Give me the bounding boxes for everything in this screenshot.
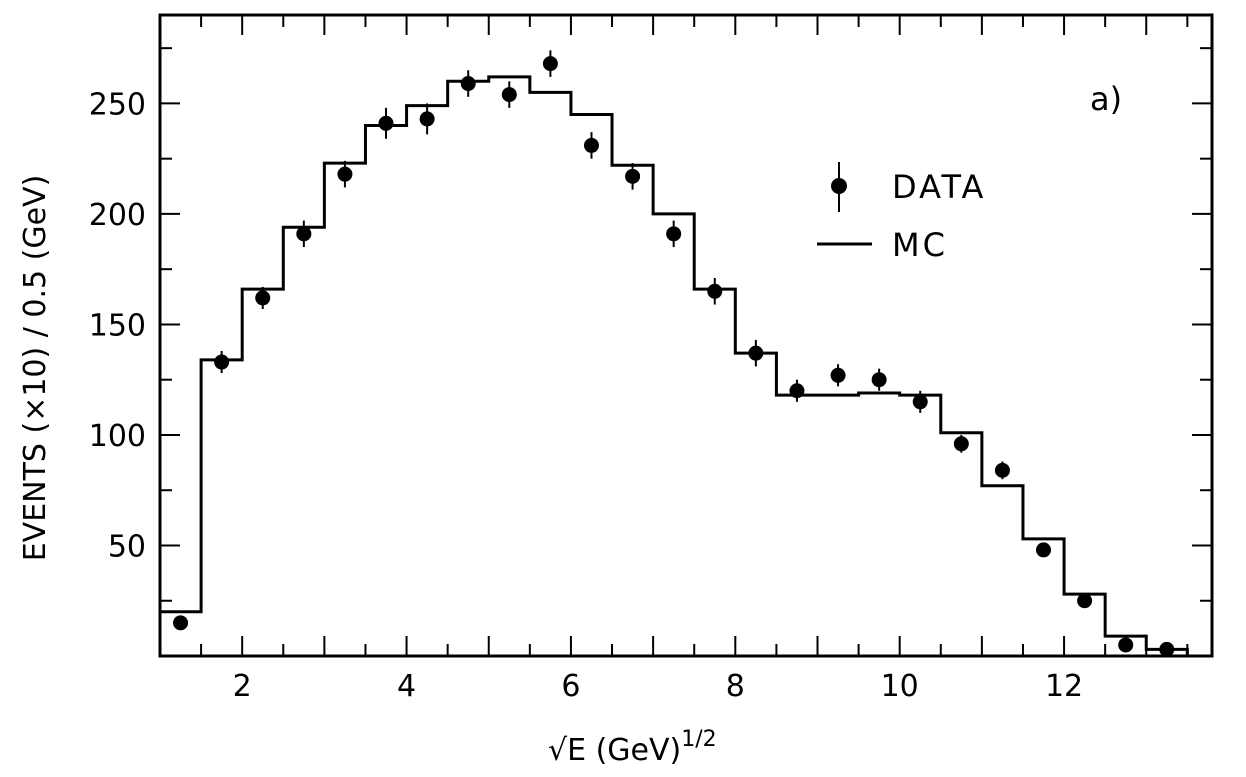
- y-axis-label: EVENTS (×10) / 0.5 (GeV): [18, 175, 53, 562]
- y-tick-label: 150: [89, 308, 146, 343]
- data-point: [378, 115, 394, 131]
- data-point: [789, 383, 805, 399]
- y-tick-label: 200: [89, 198, 146, 233]
- data-point: [460, 76, 476, 92]
- data-point: [1159, 641, 1175, 657]
- y-tick-label: 100: [89, 419, 146, 454]
- data-point: [707, 283, 723, 299]
- data-point: [337, 166, 353, 182]
- data-point: [296, 226, 312, 242]
- data-point: [953, 436, 969, 452]
- plot-frame: [158, 13, 1214, 658]
- axes: 2 4 6 8 10 12 50 100 150 200 250: [89, 13, 1214, 704]
- x-tick-label: 12: [1045, 669, 1083, 704]
- legend-data-label: DATA: [892, 168, 986, 206]
- y-tick-label: 250: [89, 87, 146, 122]
- panel-label: a): [1090, 80, 1122, 118]
- data-point: [255, 290, 271, 306]
- data-point: [994, 462, 1010, 478]
- data-point: [912, 394, 928, 410]
- x-tick-label: 4: [397, 669, 416, 704]
- legend: DATA MC: [817, 162, 986, 264]
- data-points: [173, 50, 1175, 657]
- data-point: [583, 137, 599, 153]
- x-axis-label-exponent: 1/2: [681, 727, 716, 752]
- data-point: [830, 367, 846, 383]
- data-point: [173, 615, 189, 631]
- data-point: [625, 168, 641, 184]
- x-tick-label: 6: [561, 669, 580, 704]
- x-tick-label: 10: [881, 669, 919, 704]
- data-point: [214, 354, 230, 370]
- data-point: [419, 111, 435, 127]
- x-axis-label-main: √E (GeV): [548, 733, 681, 768]
- data-point: [871, 372, 887, 388]
- data-point: [666, 226, 682, 242]
- mc-step-line: [160, 75, 1189, 656]
- legend-mc-label: MC: [892, 226, 948, 264]
- x-tick-label: 2: [233, 669, 252, 704]
- x-axis-label: √E (GeV)1/2: [548, 727, 717, 768]
- y-tick-label: 50: [108, 529, 146, 564]
- data-point: [1036, 542, 1052, 558]
- legend-data-marker: [831, 178, 847, 194]
- data-point: [542, 56, 558, 72]
- data-point: [1118, 637, 1134, 653]
- data-point: [748, 345, 764, 361]
- data-point: [1077, 593, 1093, 609]
- data-point: [501, 87, 517, 103]
- mc-histogram: [160, 75, 1189, 656]
- x-tick-label: 8: [726, 669, 745, 704]
